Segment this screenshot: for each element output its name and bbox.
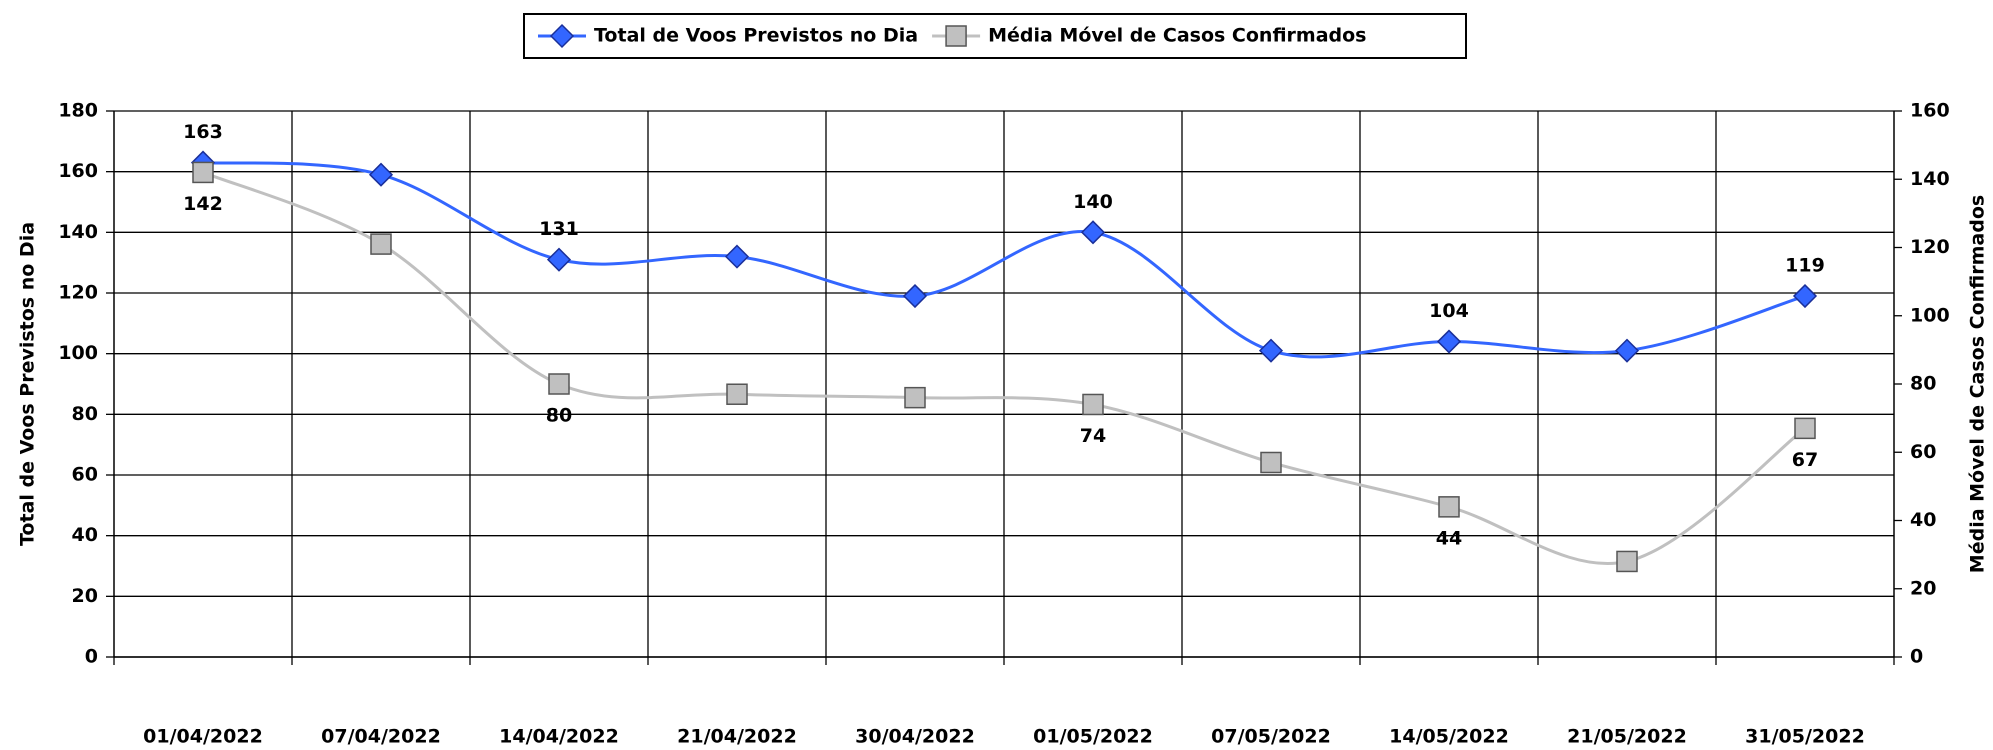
data-label: 74: [1080, 425, 1106, 447]
marker: [1794, 417, 1816, 440]
y2-tick-label: 140: [1910, 168, 1950, 190]
y-tick-label: 60: [72, 464, 98, 486]
marker: [192, 161, 214, 184]
x-tick-label: 21/05/2022: [1567, 726, 1687, 748]
marker: [726, 383, 748, 405]
y2-tick-label: 0: [1910, 646, 1923, 668]
legend-label: Média Móvel de Casos Confirmados: [988, 25, 1366, 47]
x-tick-label: 14/05/2022: [1389, 726, 1509, 748]
marker: [1436, 329, 1462, 354]
data-label: 44: [1436, 527, 1462, 549]
series-line: [202, 161, 1806, 359]
x-tick-label: 14/04/2022: [499, 726, 619, 748]
marker: [945, 25, 967, 47]
y-tick-label: 20: [72, 585, 98, 607]
y-axis-title: Total de Voos Previstos no Dia: [17, 222, 39, 546]
x-tick-label: 07/04/2022: [321, 726, 441, 748]
y2-tick-label: 120: [1910, 236, 1950, 258]
y2-tick-label: 20: [1910, 577, 1936, 599]
series-line: [202, 171, 1806, 565]
marker: [549, 23, 575, 49]
y2-tick-label: 60: [1910, 441, 1936, 463]
y2-tick-label: 40: [1910, 509, 1936, 531]
x-tick-label: 31/05/2022: [1745, 726, 1865, 748]
y-tick-label: 40: [72, 524, 98, 546]
x-tick-label: 01/04/2022: [143, 726, 263, 748]
y-tick-label: 100: [58, 342, 98, 364]
x-tick-label: 07/05/2022: [1211, 726, 1331, 748]
y2-tick-label: 80: [1910, 373, 1936, 395]
y-tick-label: 0: [85, 646, 98, 668]
data-label: 104: [1429, 300, 1469, 322]
legend-box: [523, 13, 1467, 59]
x-tick-label: 30/04/2022: [855, 726, 975, 748]
marker: [1792, 283, 1818, 309]
data-label: 140: [1073, 191, 1113, 213]
marker: [370, 233, 392, 255]
data-label: 131: [539, 218, 579, 240]
marker: [368, 162, 394, 187]
y2-axis-title: Média Móvel de Casos Confirmados: [1967, 195, 1989, 573]
marker: [1616, 550, 1638, 573]
marker: [1260, 451, 1282, 474]
marker: [724, 244, 750, 269]
data-label: 119: [1785, 255, 1825, 277]
y-tick-label: 80: [72, 403, 98, 425]
x-tick-label: 21/04/2022: [677, 726, 797, 748]
marker: [1080, 220, 1106, 245]
marker: [1258, 338, 1284, 363]
y-tick-label: 160: [58, 160, 98, 182]
marker: [1438, 496, 1460, 518]
marker: [904, 386, 926, 409]
data-label: 142: [183, 193, 223, 215]
legend-label: Total de Voos Previstos no Dia: [594, 25, 918, 47]
marker: [902, 283, 928, 309]
data-label: 80: [546, 405, 572, 427]
data-label: 163: [183, 121, 223, 143]
y2-tick-label: 100: [1910, 304, 1950, 326]
y-tick-label: 140: [58, 221, 98, 243]
y2-tick-label: 160: [1910, 100, 1950, 122]
marker: [548, 373, 570, 395]
y-tick-label: 120: [58, 282, 98, 304]
x-tick-label: 01/05/2022: [1033, 726, 1153, 748]
marker: [1614, 338, 1640, 363]
marker: [546, 247, 572, 272]
y-tick-label: 180: [58, 100, 98, 122]
marker: [1082, 393, 1104, 416]
data-label: 67: [1792, 449, 1818, 471]
